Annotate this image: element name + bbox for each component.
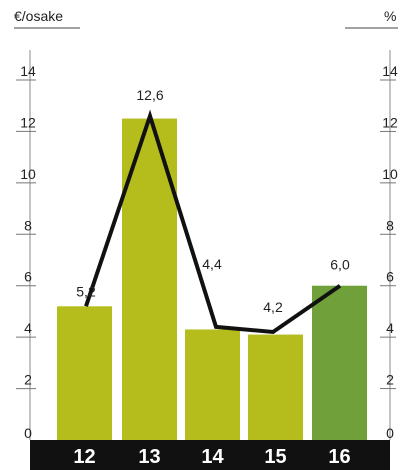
bar-12 [57,306,112,440]
category-label-16: 16 [328,446,350,468]
category-label-15: 15 [264,446,286,468]
line-series-group: 5,2 12,6 4,4 4,2 6,0 [76,87,350,335]
left-tick-label: 12 [20,114,36,130]
data-label-12: 5,2 [76,283,96,299]
left-tick-label: 4 [24,320,32,336]
bars-group [57,118,367,441]
category-label-13: 13 [138,446,160,468]
left-tick-label: 14 [20,63,36,79]
right-tick-label: 6 [386,269,394,285]
category-band-group: 12 13 14 15 16 [30,440,390,470]
left-tick-label: 2 [24,372,32,388]
data-label-13: 12,6 [136,87,163,103]
category-band [30,440,390,470]
bar-15 [248,334,303,440]
bar-16 [312,285,367,440]
left-tick-label: 8 [24,217,32,233]
left-tick-label: 0 [24,425,32,441]
bar-14 [185,329,240,440]
axes-group: 0 0 2 2 4 4 6 6 8 8 10 10 12 12 14 14 [14,27,398,441]
line-series [84,109,342,335]
data-label-14: 4,4 [202,256,222,272]
left-axis-title: €/osake [14,8,64,24]
right-tick-label: 2 [386,372,394,388]
right-tick-label: 14 [382,63,398,79]
right-tick-label: 12 [382,114,398,130]
category-label-12: 12 [73,446,95,468]
left-tick-label: 10 [20,166,36,182]
data-label-16: 6,0 [330,257,350,273]
right-tick-label: 0 [386,425,394,441]
data-label-15: 4,2 [263,299,283,315]
bar-13 [122,118,177,441]
right-tick-label: 4 [386,320,394,336]
right-tick-label: 10 [382,166,398,182]
right-axis-title: % [384,8,397,24]
left-tick-label: 6 [24,269,32,285]
right-tick-label: 8 [386,217,394,233]
category-label-14: 14 [201,446,224,468]
